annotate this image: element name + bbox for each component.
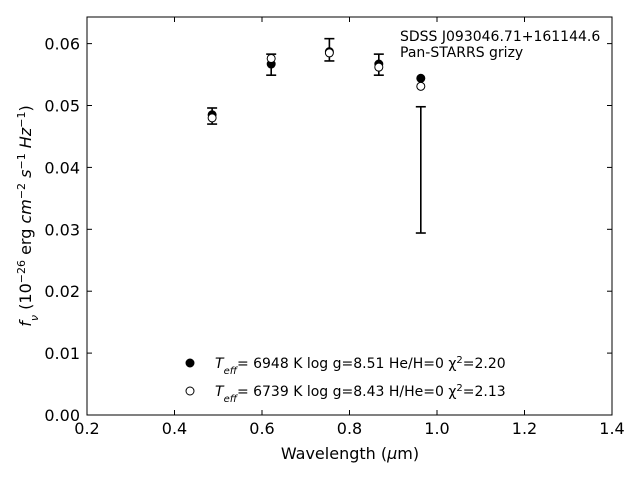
y-tick-label: 0.02 bbox=[44, 282, 80, 301]
legend-marker bbox=[185, 358, 195, 368]
x-tick-label: 0.8 bbox=[337, 419, 362, 438]
y-tick-label: 0.00 bbox=[44, 406, 80, 425]
y-tick-label: 0.05 bbox=[44, 97, 80, 116]
y-tick-label: 0.03 bbox=[44, 220, 80, 239]
plot-frame bbox=[86, 16, 613, 416]
object-name-annotation: SDSS J093046.71+161144.6 bbox=[400, 29, 600, 45]
x-tick-label: 1.4 bbox=[599, 419, 624, 438]
x-tick-label: 1.0 bbox=[424, 419, 449, 438]
y-tick-label: 0.06 bbox=[44, 35, 80, 54]
model-point-h bbox=[374, 62, 384, 72]
legend-entry: Teff= 6739 K log g=8.43 H/He=0 χ2=2.13 bbox=[215, 383, 506, 405]
y-axis-label: fν (10−26 erg cm−2 s−1 Hz−1) bbox=[15, 105, 41, 326]
y-tick-label: 0.01 bbox=[44, 344, 80, 363]
y-tick-label: 0.04 bbox=[44, 158, 80, 177]
model-point-h bbox=[266, 53, 276, 63]
x-tick-label: 1.2 bbox=[512, 419, 537, 438]
x-tick-label: 0.6 bbox=[249, 419, 274, 438]
x-tick-label: 0.4 bbox=[162, 419, 187, 438]
model-point-h bbox=[324, 48, 334, 58]
x-tick-label: 0.2 bbox=[74, 419, 99, 438]
model-point-h bbox=[416, 81, 426, 91]
survey-annotation: Pan-STARRS grizy bbox=[400, 45, 523, 61]
data-marks bbox=[207, 37, 426, 234]
legend-marker bbox=[185, 386, 195, 396]
model-point-he bbox=[416, 73, 426, 83]
tick-labels: 0.2 0.4 0.6 0.8 1.0 1.2 1.4 0.00 0.01 0.02 0.03 0.0… bbox=[44, 35, 624, 438]
model-point-h bbox=[207, 113, 217, 123]
legend-entry: Teff= 6948 K log g=8.51 He/H=0 χ2=2.20 bbox=[215, 355, 506, 377]
legend: Teff= 6948 K log g=8.51 He/H=0 χ2=2.20 Te… bbox=[185, 355, 506, 405]
x-axis-label: Wavelength (μm) bbox=[281, 444, 419, 463]
